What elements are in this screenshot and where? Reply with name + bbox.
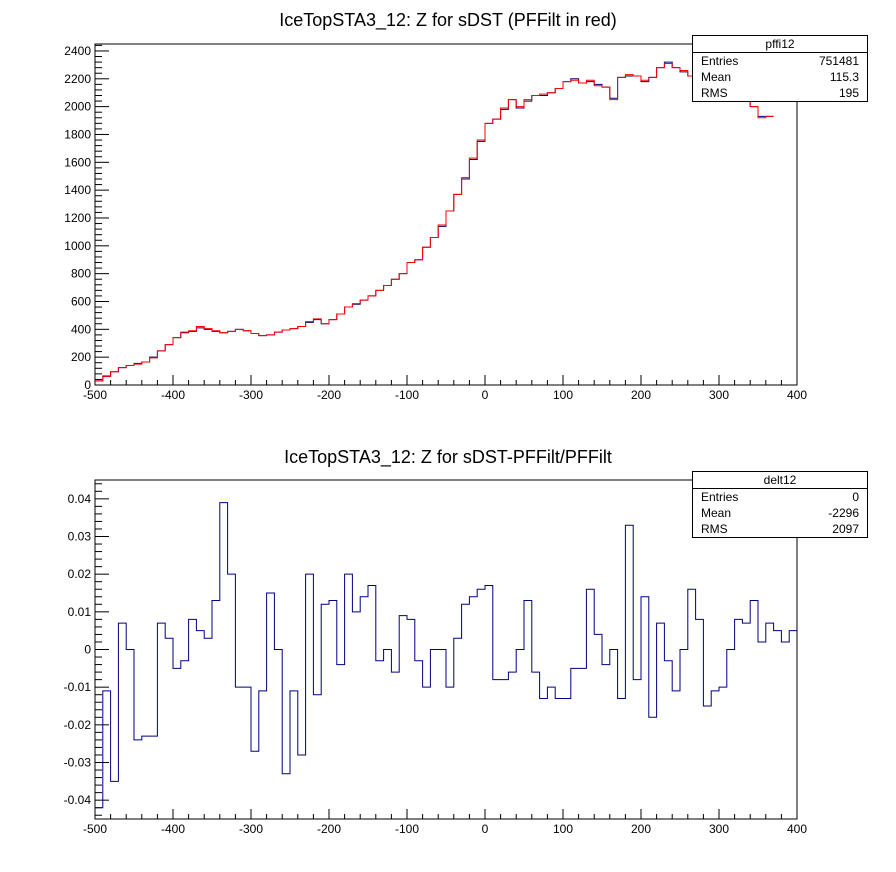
stats-row-entries: Entries 0 bbox=[693, 489, 867, 505]
stats-box-bottom: delt12 Entries 0 Mean -2296 RMS 2097 bbox=[692, 471, 868, 538]
x-tick-label: 200 bbox=[631, 822, 651, 836]
chart-title-top: IceTopSTA3_12: Z for sDST (PFFilt in red… bbox=[279, 10, 617, 30]
y-tick-label: 800 bbox=[71, 267, 91, 281]
stats-row-mean: Mean 115.3 bbox=[693, 69, 867, 85]
y-tick-label: -0.04 bbox=[64, 793, 92, 807]
stats-label: Entries bbox=[701, 490, 739, 504]
y-tick-label: 600 bbox=[71, 294, 91, 308]
plot-panel-1: -500 -400 -300 -200 -100 0 100 200 300 400 -0.04 -0… bbox=[64, 479, 807, 836]
chart-title-bottom: IceTopSTA3_12: Z for sDST-PFFilt/PFFilt bbox=[284, 447, 612, 467]
stats-label: Entries bbox=[701, 54, 739, 68]
x-tick-label: -400 bbox=[161, 388, 185, 402]
stats-value: -2296 bbox=[828, 506, 859, 520]
plot-panel-0: -500 -400 -300 -200 -100 0 100 200 300 400 0 200 400… bbox=[64, 43, 807, 402]
y-tick-label: -0.02 bbox=[64, 718, 92, 732]
x-tick-label: -100 bbox=[395, 822, 419, 836]
histogram-series-0 bbox=[95, 502, 797, 809]
y-tick-label: 1800 bbox=[64, 127, 91, 141]
y-tick-label: 200 bbox=[71, 350, 91, 364]
plot-frame bbox=[94, 43, 798, 386]
x-tick-label: 400 bbox=[787, 388, 807, 402]
stats-value: 0 bbox=[852, 490, 859, 504]
y-tick-label: 0.03 bbox=[68, 530, 92, 544]
x-tick-label: -500 bbox=[83, 822, 107, 836]
stats-value: 751481 bbox=[818, 54, 859, 68]
y-tick-label: -0.01 bbox=[64, 680, 92, 694]
y-tick-label: 0.01 bbox=[68, 605, 92, 619]
y-tick-label: 1400 bbox=[64, 183, 91, 197]
histogram-series-0 bbox=[95, 61, 774, 382]
stats-box-top: pffi12 Entries 751481 Mean 115.3 RMS 195 bbox=[692, 35, 868, 102]
y-tick-label: 0 bbox=[84, 378, 91, 392]
stats-row-rms: RMS 2097 bbox=[693, 521, 867, 537]
y-tick-label: -0.03 bbox=[64, 756, 92, 770]
stats-row-entries: Entries 751481 bbox=[693, 53, 867, 69]
x-tick-label: -200 bbox=[317, 822, 341, 836]
x-tick-label: -200 bbox=[317, 388, 341, 402]
x-tick-label: 100 bbox=[553, 822, 573, 836]
stats-label: RMS bbox=[701, 86, 728, 100]
y-tick-label: 1200 bbox=[64, 211, 91, 225]
x-tick-label: 0 bbox=[482, 388, 489, 402]
stats-row-rms: RMS 195 bbox=[693, 85, 867, 101]
y-tick-label: 2000 bbox=[64, 100, 91, 114]
stats-value: 2097 bbox=[832, 522, 859, 536]
y-tick-label: 2200 bbox=[64, 72, 91, 86]
stats-row-mean: Mean -2296 bbox=[693, 505, 867, 521]
stats-value: 195 bbox=[838, 86, 859, 100]
stats-value: 115.3 bbox=[829, 70, 859, 84]
x-tick-label: 100 bbox=[553, 388, 573, 402]
stats-label: Mean bbox=[701, 506, 732, 520]
stats-label: Mean bbox=[701, 70, 732, 84]
x-tick-label: 400 bbox=[787, 822, 807, 836]
y-tick-label: 0.02 bbox=[68, 567, 92, 581]
stats-box-name: delt12 bbox=[693, 472, 867, 489]
x-tick-label: 200 bbox=[631, 388, 651, 402]
x-tick-label: -500 bbox=[83, 388, 107, 402]
x-tick-label: -400 bbox=[161, 822, 185, 836]
y-tick-label: 400 bbox=[71, 322, 91, 336]
x-tick-label: -300 bbox=[239, 822, 263, 836]
y-tick-label: 0.04 bbox=[68, 492, 92, 506]
stats-box-name: pffi12 bbox=[693, 36, 867, 53]
y-tick-label: 1000 bbox=[64, 239, 91, 253]
histogram-series-1 bbox=[95, 62, 774, 382]
y-tick-label: 0 bbox=[84, 643, 91, 657]
x-tick-label: 300 bbox=[709, 822, 729, 836]
x-tick-label: -300 bbox=[239, 388, 263, 402]
x-tick-label: 300 bbox=[709, 388, 729, 402]
x-tick-label: 0 bbox=[482, 822, 489, 836]
y-tick-label: 2400 bbox=[64, 44, 91, 58]
y-tick-label: 1600 bbox=[64, 155, 91, 169]
stats-label: RMS bbox=[701, 522, 728, 536]
x-tick-label: -100 bbox=[395, 388, 419, 402]
